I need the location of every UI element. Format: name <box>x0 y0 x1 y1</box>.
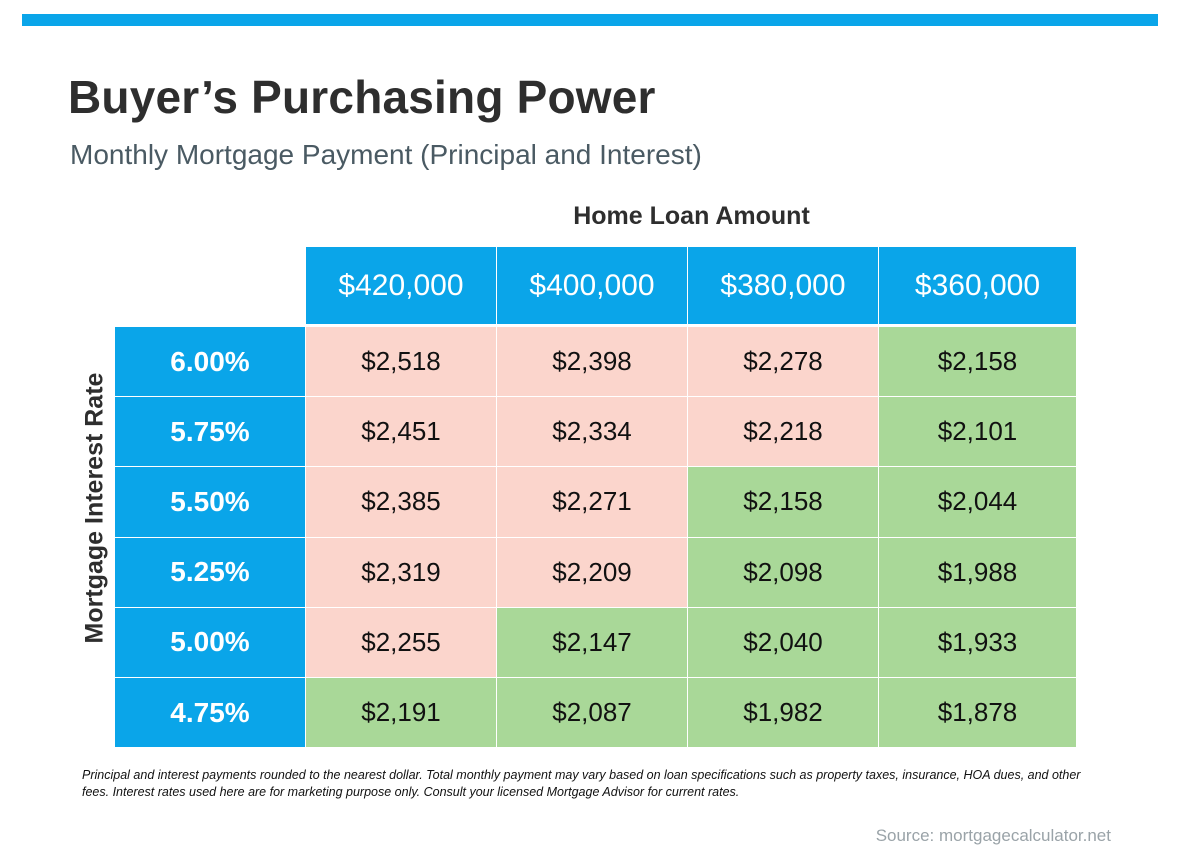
column-header: $360,000 <box>879 247 1077 325</box>
payment-cell: $2,385 <box>306 467 497 538</box>
column-header: $380,000 <box>688 247 879 325</box>
payment-cell: $1,982 <box>688 678 879 749</box>
row-group-label: Mortgage Interest Rate <box>80 372 109 644</box>
row-header: 5.75% <box>115 397 306 468</box>
row-header: 4.75% <box>115 678 306 749</box>
payment-cell: $2,271 <box>497 467 688 538</box>
payment-cell: $2,158 <box>688 467 879 538</box>
top-accent-bar <box>22 14 1158 26</box>
payment-cell: $2,147 <box>497 607 688 678</box>
payment-cell: $2,518 <box>306 327 497 398</box>
payment-cell: $2,278 <box>688 327 879 398</box>
payment-cell: $2,087 <box>497 678 688 749</box>
payment-cell: $1,988 <box>879 537 1077 608</box>
payment-cell: $2,209 <box>497 537 688 608</box>
payment-cell: $2,101 <box>879 397 1077 468</box>
payment-cell: $2,158 <box>879 327 1077 398</box>
column-header: $400,000 <box>497 247 688 325</box>
payment-cell: $2,098 <box>688 537 879 608</box>
row-header: 5.25% <box>115 537 306 608</box>
source-credit: Source: mortgagecalculator.net <box>875 826 1111 845</box>
row-header: 5.00% <box>115 607 306 678</box>
payment-cell: $2,191 <box>306 678 497 749</box>
column-header: $420,000 <box>306 247 497 325</box>
footnote: Principal and interest payments rounded … <box>82 768 1081 799</box>
payment-cell: $2,319 <box>306 537 497 608</box>
payment-cell: $2,040 <box>688 607 879 678</box>
payment-cell: $1,933 <box>879 607 1077 678</box>
payment-cell: $1,878 <box>879 678 1077 749</box>
payment-cell: $2,044 <box>879 467 1077 538</box>
payment-cell: $2,451 <box>306 397 497 468</box>
payment-cell: $2,218 <box>688 397 879 468</box>
payment-cell: $2,334 <box>497 397 688 468</box>
payment-cell: $2,255 <box>306 607 497 678</box>
page-title: Buyer’s Purchasing Power <box>68 71 656 123</box>
payment-cell: $2,398 <box>497 327 688 398</box>
row-header: 6.00% <box>115 327 306 398</box>
page-subtitle: Monthly Mortgage Payment (Principal and … <box>70 139 702 170</box>
column-group-label: Home Loan Amount <box>573 202 810 230</box>
row-header: 5.50% <box>115 467 306 538</box>
